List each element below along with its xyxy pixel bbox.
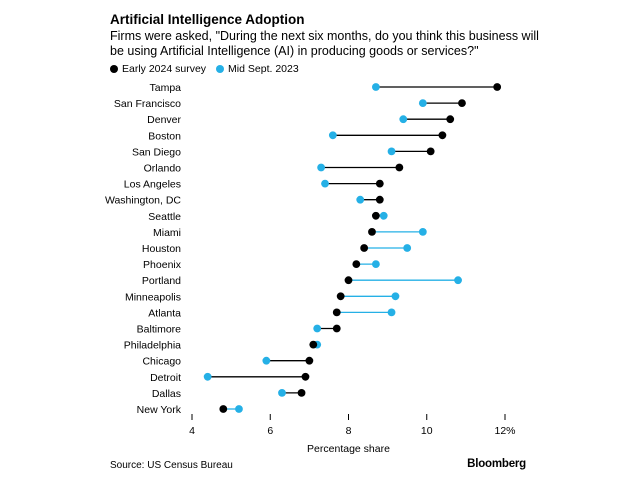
- row-label-detroit: Detroit: [150, 372, 181, 384]
- dot-early-2024-philadelphia: [309, 340, 318, 349]
- row-label-chicago: Chicago: [142, 356, 181, 368]
- x-tick-label-8: 8: [346, 425, 352, 437]
- dot-early-2024-boston: [438, 131, 447, 140]
- row-label-baltimore: Baltimore: [137, 324, 182, 336]
- dot-early-2024-los-angeles: [375, 179, 384, 188]
- dot-early-2024-orlando: [395, 163, 404, 172]
- dot-early-2024-phoenix: [352, 260, 361, 268]
- x-tick-label-4: 4: [189, 425, 195, 437]
- legend-dot-mid-sept-2023: [216, 65, 225, 73]
- legend-label-early-2024: Early 2024 survey: [122, 63, 207, 75]
- row-label-minneapolis: Minneapolis: [125, 291, 181, 303]
- dot-mid-sept-2023-atlanta: [387, 308, 396, 317]
- legend-dot-early-2024: [110, 65, 118, 73]
- dot-mid-sept-2023-miami: [418, 228, 427, 236]
- dot-early-2024-chicago: [305, 356, 314, 365]
- dot-early-2024-denver: [446, 115, 455, 124]
- x-tick-label-12: 12%: [494, 425, 515, 437]
- dot-early-2024-san-diego: [426, 147, 435, 156]
- row-label-tampa: Tampa: [149, 82, 181, 94]
- dot-early-2024-washington-dc: [375, 195, 384, 204]
- dot-mid-sept-2023-san-diego: [387, 147, 396, 156]
- dot-early-2024-detroit: [301, 372, 310, 381]
- row-label-atlanta: Atlanta: [148, 307, 181, 319]
- dot-mid-sept-2023-orlando: [317, 163, 326, 172]
- chart-title: Artificial Intelligence Adoption: [110, 12, 305, 27]
- dot-early-2024-seattle: [371, 211, 380, 220]
- legend: Early 2024 survey Mid Sept. 2023: [110, 63, 309, 75]
- legend-item-mid-sept-2023: Mid Sept. 2023: [216, 63, 299, 75]
- dot-mid-sept-2023-new-york: [235, 405, 243, 413]
- row-label-los-angeles: Los Angeles: [124, 179, 181, 191]
- dot-mid-sept-2023-san-francisco: [418, 99, 427, 107]
- dot-early-2024-san-francisco: [458, 99, 466, 107]
- dot-mid-sept-2023-detroit: [203, 372, 212, 381]
- row-label-miami: Miami: [153, 227, 181, 239]
- dot-early-2024-portland: [344, 276, 353, 285]
- dot-mid-sept-2023-portland: [454, 276, 462, 285]
- dot-mid-sept-2023-baltimore: [313, 324, 322, 333]
- row-label-new-york: New York: [137, 404, 182, 416]
- dot-early-2024-atlanta: [332, 308, 341, 317]
- legend-label-mid-sept-2023: Mid Sept. 2023: [228, 63, 299, 75]
- dot-mid-sept-2023-denver: [399, 115, 408, 124]
- row-label-boston: Boston: [148, 130, 181, 142]
- row-label-denver: Denver: [147, 114, 181, 126]
- dot-early-2024-tampa: [493, 83, 502, 91]
- dot-early-2024-baltimore: [332, 324, 341, 333]
- row-label-seattle: Seattle: [148, 211, 181, 223]
- row-label-orlando: Orlando: [144, 163, 182, 175]
- dot-mid-sept-2023-boston: [328, 131, 337, 140]
- legend-item-early-2024: Early 2024 survey: [110, 63, 206, 75]
- row-label-san-francisco: San Francisco: [114, 98, 181, 110]
- dot-early-2024-miami: [368, 228, 376, 236]
- dot-mid-sept-2023-los-angeles: [321, 179, 329, 188]
- x-tick-label-6: 6: [267, 425, 273, 437]
- dot-mid-sept-2023-tampa: [371, 83, 380, 91]
- row-label-portland: Portland: [142, 275, 181, 287]
- row-label-dallas: Dallas: [152, 388, 181, 400]
- row-label-washington-dc: Washington, DC: [105, 195, 181, 207]
- dot-mid-sept-2023-washington-dc: [356, 195, 365, 204]
- source-note: Source: US Census Bureau: [110, 460, 233, 471]
- dot-early-2024-houston: [360, 244, 369, 252]
- dot-mid-sept-2023-phoenix: [371, 260, 380, 268]
- dot-mid-sept-2023-dallas: [278, 389, 286, 397]
- dot-mid-sept-2023-houston: [403, 244, 412, 252]
- row-label-phoenix: Phoenix: [143, 259, 182, 271]
- row-label-san-diego: San Diego: [132, 146, 181, 158]
- dot-mid-sept-2023-chicago: [262, 356, 271, 365]
- x-tick-label-10: 10: [421, 425, 433, 437]
- dot-mid-sept-2023-seattle: [379, 211, 388, 220]
- dot-early-2024-minneapolis: [336, 292, 345, 301]
- bloomberg-logo: Bloomberg: [467, 458, 526, 470]
- dot-mid-sept-2023-minneapolis: [391, 292, 400, 301]
- row-label-philadelphia: Philadelphia: [124, 340, 181, 352]
- dot-early-2024-new-york: [219, 405, 228, 413]
- row-label-houston: Houston: [142, 243, 181, 255]
- dot-early-2024-dallas: [297, 389, 306, 397]
- x-axis-label: Percentage share: [307, 443, 390, 455]
- chart-subtitle: Firms were asked, "During the next six m…: [110, 29, 539, 58]
